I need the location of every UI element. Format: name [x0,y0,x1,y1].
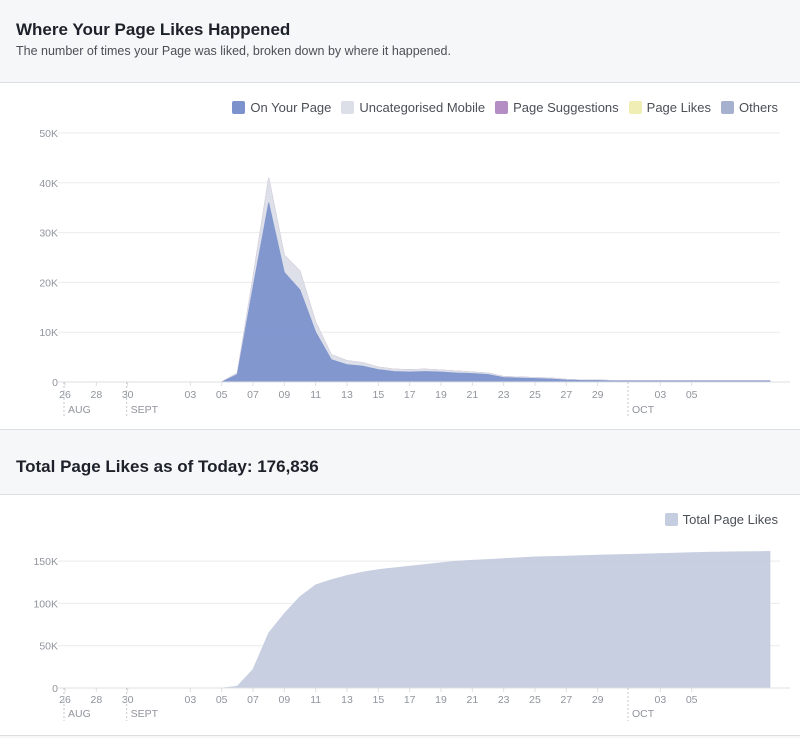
legend-swatch [232,101,246,114]
chart1-y-tick-label: 10K [39,327,58,339]
chart2-y-tick-label: 100K [33,598,58,610]
chart2-x-tick-label: 13 [341,694,353,706]
chart1-month-label: OCT [632,404,655,416]
chart1-legend: On Your Page Uncategorised Mobile Page Sug… [232,100,778,115]
chart1-y-tick-label: 0 [52,377,58,389]
chart1-legend-item[interactable]: Page Likes [628,100,711,115]
legend-swatch [495,101,509,114]
chart2-legend-item[interactable]: Total Page Likes [664,512,778,527]
chart1-legend-item[interactable]: Uncategorised Mobile [341,100,485,115]
chart2-x-tick-label: 25 [529,694,541,706]
chart1-month-label: AUG [68,404,91,416]
legend-label: Page Suggestions [513,100,619,115]
chart1-x-tick-label: 19 [435,389,447,401]
legend-swatch [628,101,642,114]
legend-label: Others [738,100,778,115]
chart1-x-tick-label: 15 [372,389,384,401]
chart1-x-tick-label: 27 [560,389,572,401]
total-page-likes-chart: 0 50K 100K 150K 26 28 30 03 05 07 09 11 13 15 17 19 21 23… [33,550,790,721]
chart1-legend-item[interactable]: On Your Page [232,100,331,115]
chart2-series-area [65,550,771,689]
chart1-x-tick-label: 09 [278,389,290,401]
chart1-series-area [65,177,770,383]
chart1-legend-item[interactable]: Page Suggestions [495,100,619,115]
section-header-total-likes: Total Page Likes as of Today: 176,836 [0,430,800,494]
chart2-y-tick-label: 150K [33,556,58,568]
chart2-x-tick-label: 19 [435,694,447,706]
chart2-x-tick-label: 26 [59,694,71,706]
chart2-x-tick-label: 05 [686,694,698,706]
chart1-x-tick-label: 28 [90,389,102,401]
chart2-x-tick-label: 09 [278,694,290,706]
chart2-x-tick-label: 03 [184,694,196,706]
chart1-y-tick-label: 40K [39,178,58,190]
chart1-series-area [65,177,770,383]
section-header-likes-by-source: Where Your Page Likes Happened The numbe… [0,0,800,82]
chart1-series-area [65,202,771,383]
chart2-x-tick-label: 27 [560,694,572,706]
chart1-x-tick-label: 21 [466,389,478,401]
chart2-month-label: SEPT [131,708,159,720]
chart1-legend-item[interactable]: Others [720,100,778,115]
chart2-x-tick-label: 28 [90,694,102,706]
chart1-x-tick-label: 07 [247,389,259,401]
chart2-x-tick-label: 17 [404,694,416,706]
chart1-series-area [65,177,770,383]
chart1-x-tick-label: 23 [498,389,510,401]
chart1-month-label: SEPT [131,404,159,416]
legend-label: On Your Page [250,100,332,115]
chart1-y-tick-label: 50K [39,128,58,140]
chart1-y-tick-label: 30K [39,228,58,240]
chart2-x-tick-label: 30 [122,694,134,706]
chart2-x-tick-label: 03 [654,694,666,706]
chart1-series-area [65,177,771,383]
chart2-x-tick-label: 29 [592,694,604,706]
chart2-month-label: OCT [632,708,655,720]
chart1-x-tick-label: 11 [310,389,321,401]
legend-label: Total Page Likes [682,512,778,527]
legend-swatch [664,513,678,526]
chart2-x-tick-label: 05 [216,694,228,706]
chart2-x-tick-label: 07 [247,694,259,706]
legend-label: Page Likes [646,100,711,115]
chart2-y-tick-label: 50K [39,641,58,653]
chart1-panel: On Your Page Uncategorised Mobile Page Sug… [0,82,800,430]
chart1-x-tick-label: 25 [529,389,541,401]
legend-label: Uncategorised Mobile [359,100,486,115]
chart2-month-label: AUG [68,708,91,720]
chart1-x-tick-label: 05 [216,389,228,401]
chart2-x-tick-label: 21 [466,694,478,706]
chart1-x-tick-label: 30 [122,389,134,401]
chart1-x-tick-label: 26 [59,389,71,401]
chart1-x-tick-label: 29 [592,389,604,401]
chart2-y-tick-label: 0 [52,683,58,695]
legend-swatch [720,101,734,114]
chart1-x-tick-label: 05 [686,389,698,401]
chart1-x-tick-label: 03 [184,389,196,401]
chart2-x-tick-label: 15 [372,694,384,706]
chart2-title: Total Page Likes as of Today: 176,836 [16,457,319,476]
chart1-x-tick-label: 17 [404,389,416,401]
chart2-legend: Total Page Likes [664,512,778,527]
chart1-title: Where Your Page Likes Happened [16,20,291,39]
chart1-y-tick-label: 20K [39,277,58,289]
legend-swatch [341,101,355,114]
chart2-x-tick-label: 23 [498,694,510,706]
chart1-x-tick-label: 03 [654,389,666,401]
chart1-subtitle: The number of times your Page was liked,… [16,44,451,58]
chart1-x-tick-label: 13 [341,389,353,401]
chart2-panel: Total Page Likes 0 50K 100K 150K 26 28 30 03 05 0… [0,494,800,736]
chart2-x-tick-label: 11 [310,694,321,706]
likes-by-source-chart: 0 10K 20K 30K 40K 50K 26 28 30 03 05 07 09 11 13 15 17 19… [39,128,790,417]
